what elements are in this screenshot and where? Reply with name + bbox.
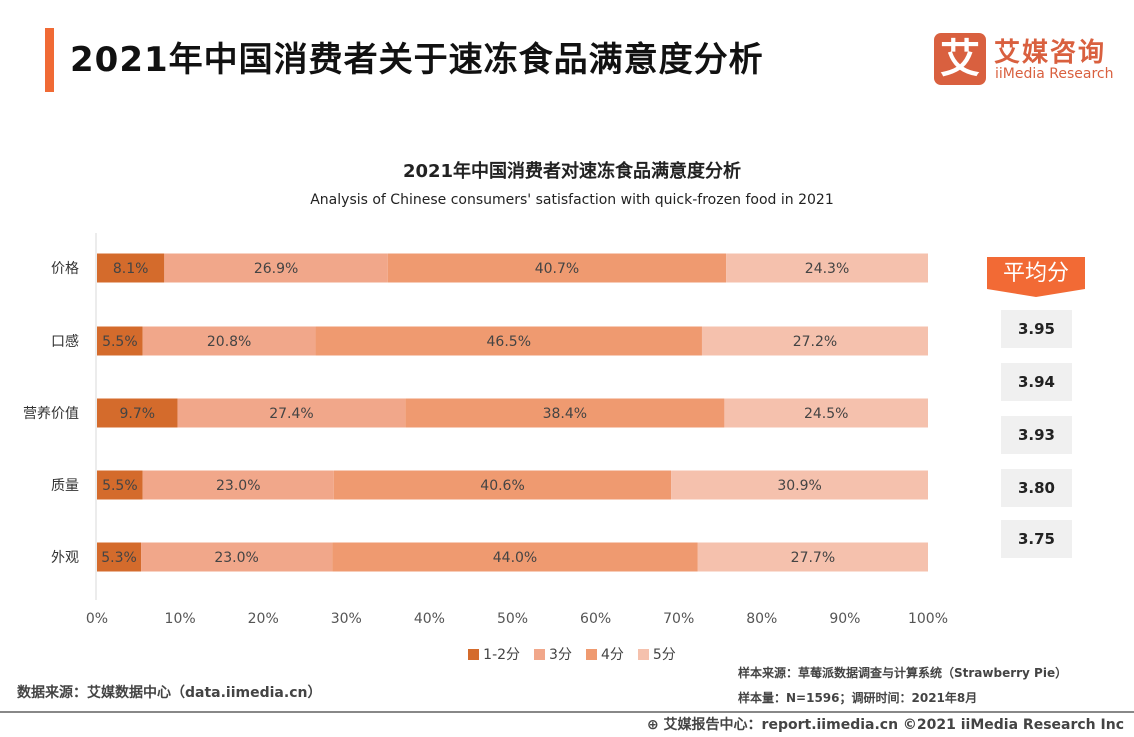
legend-item: 4分 [585,644,624,664]
data-label: 40.6% [480,478,524,494]
logo-icon: 艾 [934,33,986,85]
category-label: 口感 [51,333,79,350]
average-value: 3.94 [1001,363,1072,401]
average-value: 3.93 [1001,416,1072,454]
bar-segment [333,470,672,500]
x-tick-label: 0% [86,611,108,627]
logo-en: iiMedia Research [995,66,1114,82]
legend-label: 1-2分 [483,647,521,663]
data-label: 46.5% [487,334,531,350]
data-label: 5.5% [102,478,138,494]
x-tick-label: 100% [908,611,948,627]
data-label: 30.9% [777,478,821,494]
data-label: 5.3% [101,550,137,566]
data-label: 20.8% [207,334,251,350]
bar-segment [405,398,725,428]
data-label: 9.7% [120,406,156,422]
bar-segment [671,470,928,500]
bar-segment [701,326,928,356]
chart-subtitle: Analysis of Chinese consumers' satisfact… [310,192,834,208]
bar-segment [387,253,727,283]
sample-source: 样本来源：草莓派数据调查与计算系统（Strawberry Pie） [738,666,1068,680]
data-label: 27.4% [269,406,313,422]
legend-swatch [468,648,480,660]
legend-label: 5分 [652,647,676,663]
x-tick-label: 70% [663,611,694,627]
bar-segment [697,542,928,572]
bar-segment [97,542,142,572]
legend-label: 4分 [600,647,624,663]
category-label: 外观 [51,550,79,566]
data-label: 23.0% [214,550,258,566]
bar-segment [97,253,165,283]
bar-segment [726,253,928,283]
legend: 1-2分 3分 4分 5分 [0,644,1134,664]
bar-segment [97,326,143,356]
bar-segment [724,398,928,428]
x-tick-label: 30% [331,611,362,627]
data-label: 24.5% [804,406,848,422]
category-label: 营养价值 [23,406,79,422]
bar-segment [315,326,702,356]
x-tick-label: 40% [414,611,445,627]
data-label: 44.0% [493,550,537,566]
average-header: 平均分 [987,257,1085,297]
category-label: 质量 [51,478,79,494]
category-label: 价格 [51,261,79,277]
x-tick-label: 50% [497,611,528,627]
bar-segment [177,398,406,428]
sample-size: 样本量：N=1596；调研时间：2021年8月 [738,691,978,705]
data-label: 27.2% [793,334,837,350]
bar-segment [142,470,334,500]
legend-label: 3分 [549,647,572,663]
legend-item: 3分 [534,644,572,664]
data-label: 24.3% [805,261,849,277]
logo-cn: 艾媒咨询 [994,38,1107,68]
legend-swatch [534,648,546,660]
chart-title: 2021年中国消费者对速冻食品满意度分析 [402,161,742,182]
bar-segment [97,398,178,428]
x-tick-label: 60% [580,611,611,627]
legend-swatch [637,648,649,660]
title-accent [45,28,54,92]
bar-segment [142,326,316,356]
data-label: 27.7% [791,550,835,566]
x-tick-label: 20% [248,611,279,627]
copyright: ⊕ 艾媒报告中心：report.iimedia.cn ©2021 iiMedia… [646,717,1124,733]
average-value: 3.80 [1001,469,1072,507]
legend-item: 1-2分 [468,644,520,664]
data-label: 40.7% [535,261,579,277]
bar-segment [141,542,333,572]
average-value: 3.75 [1001,520,1072,558]
x-tick-label: 90% [829,611,860,627]
legend-item: 5分 [637,644,676,664]
x-tick-label: 10% [165,611,196,627]
x-tick-label: 80% [746,611,777,627]
data-label: 23.0% [216,478,260,494]
legend-swatch [585,648,597,660]
data-label: 5.5% [102,334,138,350]
bar-segment [164,253,388,283]
average-value: 3.95 [1001,310,1072,348]
data-source: 数据来源：艾媒数据中心（data.iimedia.cn） [17,685,322,701]
bar-segment [332,542,698,572]
bar-segment [97,470,143,500]
data-label: 26.9% [254,261,298,277]
data-label: 38.4% [543,406,587,422]
data-label: 8.1% [113,261,149,277]
page-title: 2021年中国消费者关于速冻食品满意度分析 [70,40,764,80]
footer-divider [0,711,1134,713]
